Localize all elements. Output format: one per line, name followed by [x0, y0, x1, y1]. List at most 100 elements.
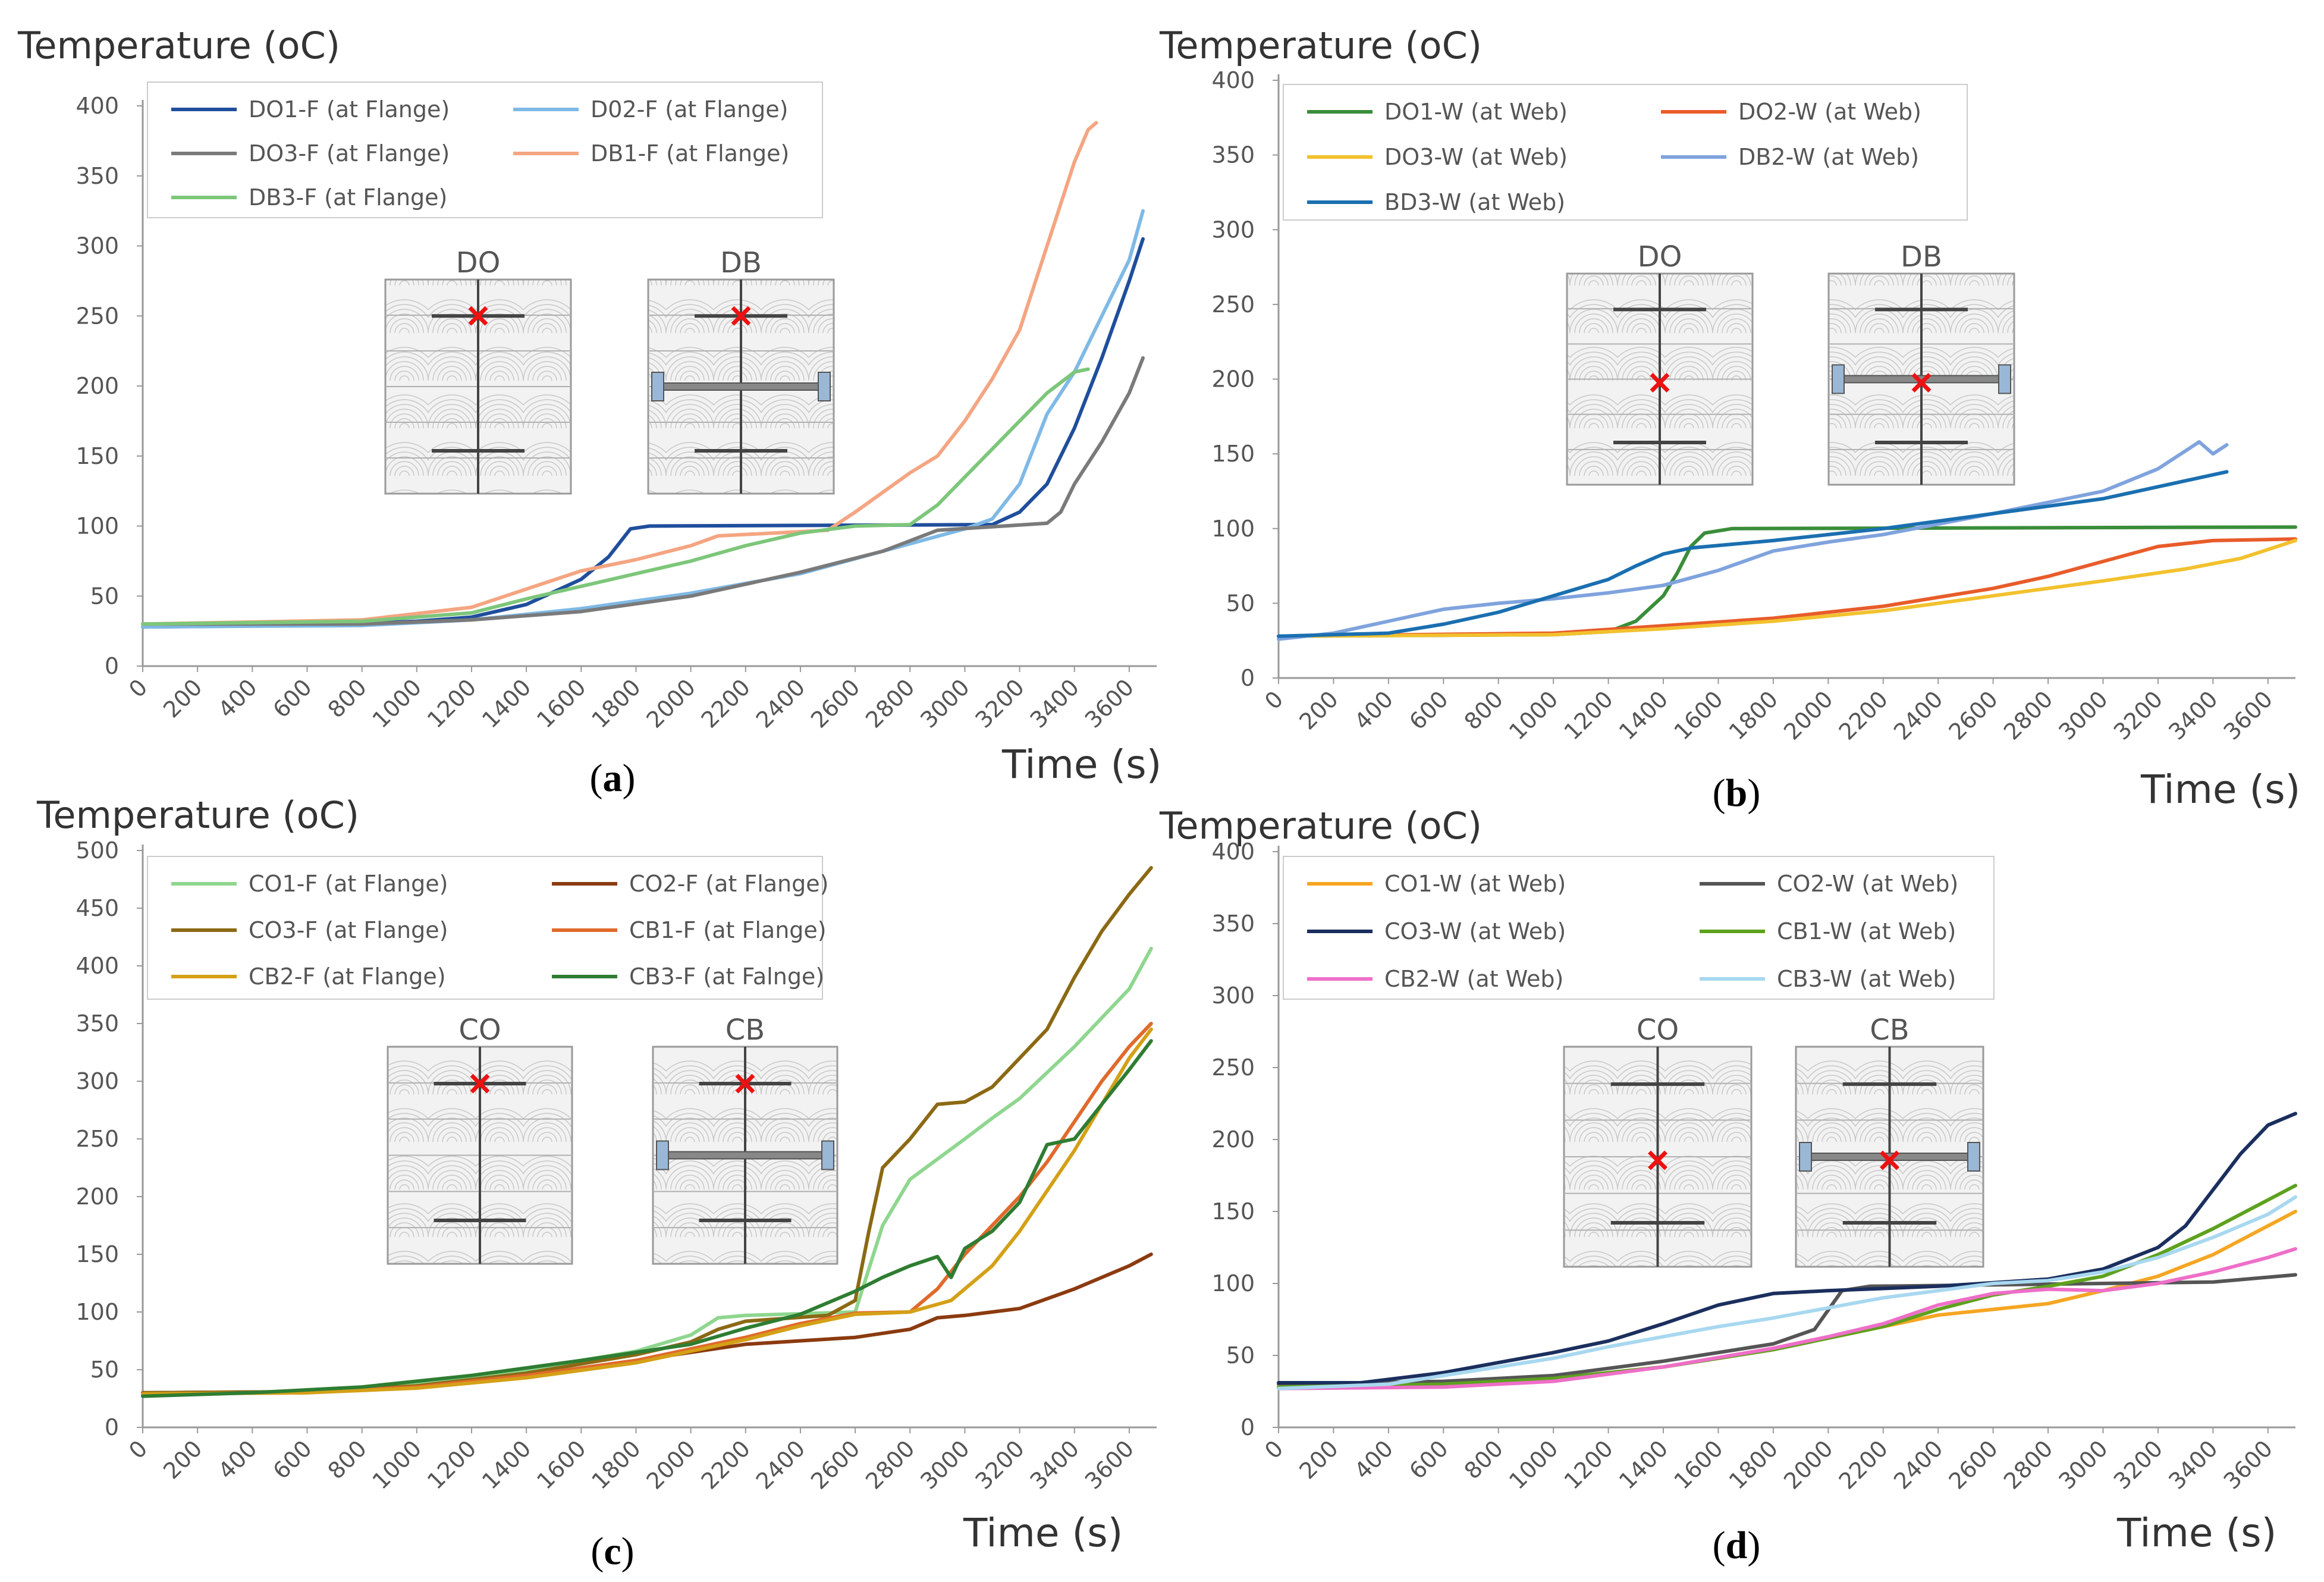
inset-title: DO	[1638, 240, 1682, 274]
x-tick-label: 2200	[1834, 686, 1893, 745]
x-tick-label: 1800	[1724, 1435, 1783, 1495]
legend-entry: DB3-F (at Flange)	[249, 184, 447, 211]
y-tick-label: 150	[1211, 441, 1255, 467]
inset-cb: CB	[1795, 1013, 1984, 1268]
x-tick-label: 3600	[1080, 674, 1139, 733]
bolt-head-right	[1998, 364, 2011, 394]
legend-entry: DO1-F (at Flange)	[249, 96, 450, 123]
legend-entry: DO1-W (at Web)	[1384, 99, 1568, 125]
inset-title: DO	[456, 246, 501, 280]
series-line-d02-f	[141, 209, 1145, 629]
series-line-db3-f	[141, 367, 1090, 626]
panel-letter: a	[603, 757, 623, 800]
x-tick-label: 3000	[915, 1435, 975, 1495]
x-tick-label: 800	[323, 1435, 372, 1484]
panel-paren-close: )	[621, 1530, 635, 1573]
x-tick-label: 3600	[2219, 686, 2278, 745]
x-tick-label: 2800	[1999, 1435, 2058, 1495]
x-tick-label: 200	[158, 674, 207, 723]
panel-paren-close: )	[1747, 771, 1760, 815]
legend-entry: D02-F (at Flange)	[591, 96, 788, 123]
series-line-bd3-w	[1277, 470, 2229, 638]
x-tick-label: 3200	[2109, 686, 2168, 745]
x-tick-label: 3400	[1025, 1435, 1085, 1495]
series-line-cb3-f	[141, 1039, 1153, 1398]
x-tick-label: 1800	[586, 1435, 646, 1495]
x-tick-label: 3200	[970, 674, 1029, 733]
x-tick-label: 200	[1294, 1435, 1343, 1484]
x-tick-label: 1400	[1614, 1435, 1673, 1495]
panel-paren-open: (	[1713, 1524, 1726, 1567]
x-tick-label: 2600	[1943, 1435, 2003, 1495]
thermocouple-marker	[470, 1074, 490, 1094]
x-tick-label: 2200	[696, 1435, 756, 1495]
series-line-do3-f	[141, 356, 1145, 626]
x-tick-label: 400	[1349, 1435, 1398, 1484]
y-tick-label: 250	[76, 303, 119, 329]
legend-entry: CO3-F (at Flange)	[249, 917, 448, 943]
bolt-rod	[663, 1151, 827, 1160]
inset-db: DB	[1827, 240, 2015, 486]
bolt-head-left	[1832, 364, 1845, 394]
y-tick-label: 150	[1211, 1198, 1255, 1225]
x-tick-label: 1800	[1724, 686, 1783, 745]
x-tick-label: 600	[1404, 1435, 1453, 1484]
legend-box	[1283, 856, 1995, 1000]
legend-entry: DB1-F (at Flange)	[591, 140, 789, 167]
y-tick-label: 300	[1211, 983, 1255, 1009]
series-line-do1-f	[141, 237, 1145, 629]
x-tick-label: 0	[1260, 686, 1288, 714]
x-tick-label: 200	[158, 1435, 207, 1484]
x-tick-label: 3600	[2219, 1435, 2278, 1495]
legend-entry: CB3-F (at Falnge)	[629, 963, 824, 990]
x-tick-label: 1600	[532, 674, 591, 733]
x-tick-label: 2200	[1834, 1435, 1893, 1495]
inset-title: CO	[458, 1013, 501, 1047]
chart-d: Temperature (oC) 0 50 100 150 200 250 300 350 400…	[1159, 804, 2297, 1567]
y-tick-label: 200	[76, 1184, 119, 1210]
legend: DO1-F (at Flange) D02-F (at Flange) DO3-F …	[147, 81, 823, 218]
inset-title: CB	[1870, 1013, 1909, 1047]
series-line-do2-w	[1277, 537, 2297, 638]
panel-label: (a)	[590, 757, 636, 800]
y-tick-label: 150	[76, 1241, 119, 1267]
y-tick-label: 400	[1211, 67, 1255, 93]
series-line-cb3-w	[1277, 1195, 2297, 1390]
x-tick-label: 1000	[1504, 686, 1563, 745]
bolt-head-left	[1799, 1142, 1812, 1172]
legend-entry: CB1-F (at Flange)	[629, 917, 827, 943]
x-tick-label: 2400	[751, 1435, 811, 1495]
x-tick-label: 600	[268, 674, 316, 723]
series-line-cb1-w	[1277, 1184, 2297, 1389]
x-tick-label: 2000	[1779, 1435, 1838, 1495]
inset-co: CO	[387, 1013, 573, 1265]
x-tick-label: 3400	[1025, 674, 1085, 733]
legend-entry: CB2-W (at Web)	[1384, 966, 1563, 992]
x-tick-label: 3400	[2163, 1435, 2223, 1495]
series-line-co1-w	[1277, 1210, 2297, 1389]
legend-entry: CB1-W (at Web)	[1777, 918, 1956, 944]
series-line-co3-f	[141, 866, 1153, 1395]
inset-title: DB	[720, 246, 762, 280]
x-tick-label: 3000	[915, 674, 975, 733]
x-tick-label: 2600	[806, 1435, 865, 1495]
x-tick-label: 1600	[1669, 1435, 1728, 1495]
x-tick-label: 800	[1459, 686, 1508, 734]
bolt-head-right	[1967, 1142, 1980, 1172]
legend-entry: CO1-W (at Web)	[1384, 871, 1566, 897]
x-tick-label: 2600	[806, 674, 865, 733]
y-tick-label: 300	[76, 1068, 119, 1094]
panel-paren-open: (	[590, 757, 603, 800]
y-tick-label: 50	[1226, 590, 1255, 616]
legend-entry: BD3-W (at Web)	[1384, 189, 1565, 215]
y-tick-label: 100	[1211, 1270, 1255, 1297]
y-tick-label: 400	[76, 93, 119, 119]
x-tick-label: 2000	[641, 674, 701, 733]
x-tick-label: 2800	[860, 674, 920, 733]
y-tick-label: 300	[1211, 216, 1255, 243]
y-tick-label: 200	[1211, 1126, 1255, 1153]
inset-title: DB	[1901, 240, 1942, 274]
legend-entry: DO2-W (at Web)	[1738, 99, 1921, 125]
x-tick-label: 3600	[1080, 1435, 1139, 1495]
